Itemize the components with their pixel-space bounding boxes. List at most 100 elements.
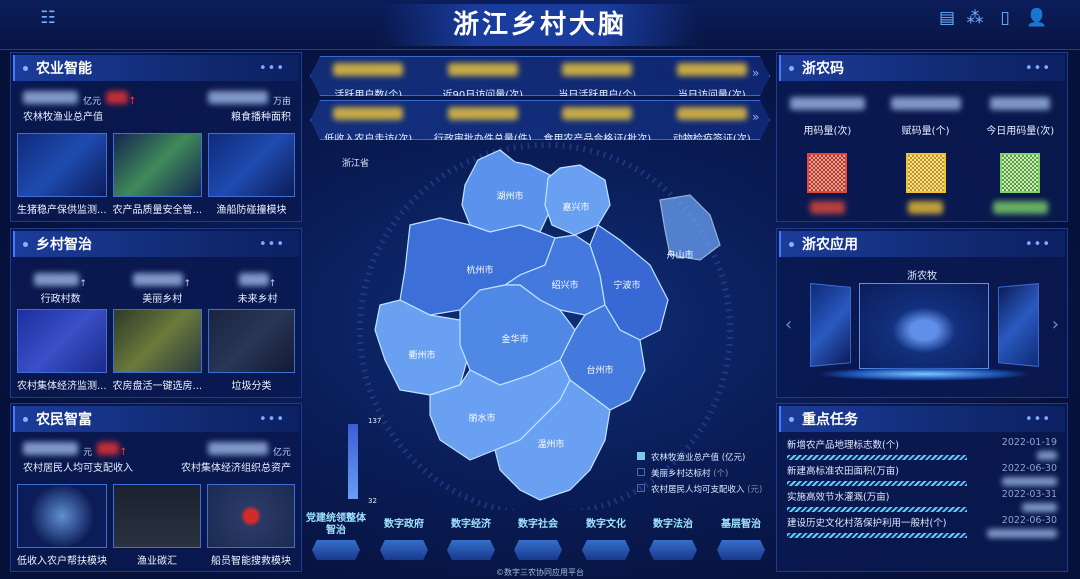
header: ☷ 浙江乡村大脑 ▤ ⁂ ▯ 👤 bbox=[0, 0, 1080, 50]
module-thumb[interactable]: 垃圾分类 bbox=[208, 309, 295, 392]
qr-code-green[interactable] bbox=[1000, 153, 1041, 193]
stat-admin-villages: ↑ 行政村数 bbox=[34, 271, 87, 305]
city-label: 丽水市 bbox=[468, 412, 495, 424]
map-region-label: 浙江省 bbox=[342, 159, 370, 169]
stat-cell: 当日活跃用户(个) bbox=[540, 57, 655, 95]
app-preview-right[interactable] bbox=[998, 283, 1039, 367]
scale-max: 137 bbox=[368, 417, 382, 425]
module-thumb[interactable]: 低收入农户帮扶模块 bbox=[17, 484, 107, 567]
city-huzhou[interactable] bbox=[461, 149, 551, 233]
city-label: 绍兴市 bbox=[551, 279, 578, 291]
stat-grain-area: 万亩 粮食播种面积 bbox=[207, 89, 291, 123]
city-label: 金华市 bbox=[501, 333, 528, 345]
scale-min: 32 bbox=[368, 497, 377, 505]
city-jiaxing[interactable] bbox=[544, 164, 611, 236]
carousel-next-icon[interactable]: › bbox=[1051, 314, 1059, 335]
carousel-platform bbox=[817, 367, 1032, 381]
task-progress bbox=[787, 455, 967, 460]
document-icon[interactable]: ▤ bbox=[938, 8, 956, 28]
more-button[interactable]: ••• bbox=[1024, 411, 1051, 427]
module-thumb[interactable]: 船员智能搜救模块 bbox=[207, 484, 295, 567]
panel-agri: 农业智能 ••• 亿元 ↑ 农林牧渔业总产值 万亩 粮食播种面积 生猪稳产保供监测..… bbox=[10, 52, 302, 222]
city-label: 杭州市 bbox=[466, 264, 493, 276]
stat-beautiful-villages: ↑ 美丽乡村 bbox=[133, 271, 191, 305]
panel-title: 农业智能 bbox=[36, 61, 92, 77]
qr-code-yellow[interactable] bbox=[905, 153, 946, 193]
zhejiang-map: 湖州市 嘉兴市 杭州市 绍兴市 宁波市 舟山市 衢州市 金华市 台州市 丽水市 … bbox=[357, 142, 733, 510]
next-arrow-icon[interactable]: » bbox=[752, 66, 760, 80]
module-thumb[interactable]: 渔业碳汇 bbox=[113, 484, 201, 567]
stat-cell: 食用农产品合格证(批次) bbox=[540, 101, 655, 139]
city-zhoushan[interactable] bbox=[659, 194, 721, 261]
task-item[interactable]: 新建高标准农田面积(万亩) 2022-06-30 bbox=[777, 460, 1067, 486]
mobile-icon[interactable]: ▯ bbox=[1000, 8, 1010, 28]
task-progress bbox=[787, 507, 967, 512]
more-button[interactable]: ••• bbox=[258, 411, 285, 427]
more-button[interactable]: ••• bbox=[1024, 60, 1051, 76]
nav-law[interactable]: 数字法治 bbox=[643, 512, 703, 560]
app-preview-current[interactable] bbox=[859, 283, 989, 369]
city-label: 湖州市 bbox=[496, 190, 523, 202]
city-quzhou[interactable] bbox=[374, 299, 471, 396]
nav-society[interactable]: 数字社会 bbox=[508, 512, 568, 560]
stat-cell: 动物检疫签证(次) bbox=[655, 101, 770, 139]
app-preview-left[interactable] bbox=[810, 283, 851, 367]
stat-cell: 当日访问量(次) bbox=[655, 57, 770, 95]
city-label: 衢州市 bbox=[408, 349, 435, 361]
city-ningbo[interactable] bbox=[589, 224, 669, 341]
module-thumb[interactable]: 农房盘活一键选房... bbox=[112, 309, 203, 392]
cubes-icon[interactable]: ⁂ bbox=[966, 8, 984, 28]
legend-item[interactable]: 农林牧渔业总产值 (亿元) bbox=[637, 450, 762, 466]
panel-title: 浙农码 bbox=[802, 61, 844, 77]
module-thumb[interactable]: 农产品质量安全管... bbox=[112, 133, 203, 216]
map-legend: 农林牧渔业总产值 (亿元) 美丽乡村达标村 (个) 农村居民人均可支配收入 (元… bbox=[637, 450, 762, 498]
legend-item[interactable]: 美丽乡村达标村 (个) bbox=[637, 466, 762, 482]
stat-cell: 行政审批办件总量(件) bbox=[426, 101, 541, 139]
task-progress bbox=[787, 481, 967, 486]
footer-copyright: ©数字三农协同应用平台 bbox=[496, 568, 584, 577]
panel-title: 农民智富 bbox=[36, 412, 92, 428]
task-item[interactable]: 实施高效节水灌溉(万亩) 2022-03-31 bbox=[777, 486, 1067, 512]
module-thumb[interactable]: 渔船防碰撞模块 bbox=[208, 133, 295, 216]
carousel-prev-icon[interactable]: ‹ bbox=[785, 314, 793, 335]
stat-future-villages: ↑ 未来乡村 bbox=[238, 271, 278, 305]
panel-rural: 乡村智治 ••• ↑ 行政村数 ↑ 美丽乡村 ↑ 未来乡村 农村集体经济监测... 农房… bbox=[10, 228, 302, 398]
color-scale-bar[interactable] bbox=[348, 424, 358, 499]
task-item[interactable]: 建设历史文化村落保护利用一般村(个) 2022-06-30 bbox=[777, 512, 1067, 538]
city-wenzhou[interactable] bbox=[494, 379, 611, 501]
stats-row-usage: 活跃用户数(个) 近90日访问量(次) 当日活跃用户(个) 当日访问量(次) bbox=[310, 56, 770, 96]
panel-apps: 浙农应用 ••• 浙农牧 ‹ › bbox=[776, 228, 1068, 398]
next-arrow-icon[interactable]: » bbox=[752, 110, 760, 124]
panel-title: 浙农应用 bbox=[802, 237, 858, 253]
nav-party[interactable]: 党建统领整体智治 bbox=[306, 512, 366, 560]
stat-cell: 近90日访问量(次) bbox=[426, 57, 541, 95]
menu-grid-icon[interactable]: ☷ bbox=[40, 8, 56, 28]
stats-row-services: 低收入农户走访(次) 行政审批办件总量(件) 食用农产品合格证(批次) 动物检疫… bbox=[310, 100, 770, 140]
more-button[interactable]: ••• bbox=[258, 236, 285, 252]
nav-grassroots[interactable]: 基层智治 bbox=[711, 512, 771, 560]
more-button[interactable]: ••• bbox=[1024, 236, 1051, 252]
nav-culture[interactable]: 数字文化 bbox=[576, 512, 636, 560]
stat-total-output: 亿元 ↑ 农林牧渔业总产值 bbox=[23, 89, 137, 123]
stat-cell: 低收入农户走访(次) bbox=[311, 101, 426, 139]
more-button[interactable]: ••• bbox=[258, 60, 285, 76]
city-label: 台州市 bbox=[586, 364, 613, 376]
city-label: 舟山市 bbox=[666, 249, 693, 261]
user-icon[interactable]: 👤 bbox=[1026, 8, 1048, 28]
task-item[interactable]: 新增农产品地理标志数(个) 2022-01-19 bbox=[777, 434, 1067, 460]
stat-income: 元 ↑ 农村居民人均可支配收入 bbox=[23, 440, 133, 474]
task-progress bbox=[787, 533, 967, 538]
module-thumb[interactable]: 农村集体经济监测... bbox=[17, 309, 107, 392]
stat-code-assigned: 赋码量(个) bbox=[890, 95, 961, 218]
city-label: 嘉兴市 bbox=[562, 201, 589, 213]
stat-cell: 活跃用户数(个) bbox=[311, 57, 426, 95]
qr-code-red[interactable] bbox=[807, 153, 848, 193]
panel-title: 重点任务 bbox=[802, 412, 858, 428]
stat-code-today: 今日用码量(次) bbox=[986, 95, 1054, 218]
nav-economy[interactable]: 数字经济 bbox=[441, 512, 501, 560]
module-thumb[interactable]: 生猪稳产保供监测... bbox=[17, 133, 107, 216]
legend-item[interactable]: 农村居民人均可支配收入 (元) bbox=[637, 482, 762, 498]
city-label: 宁波市 bbox=[613, 279, 640, 291]
nav-gov[interactable]: 数字政府 bbox=[374, 512, 434, 560]
carousel-current-label: 浙农牧 bbox=[907, 271, 937, 282]
